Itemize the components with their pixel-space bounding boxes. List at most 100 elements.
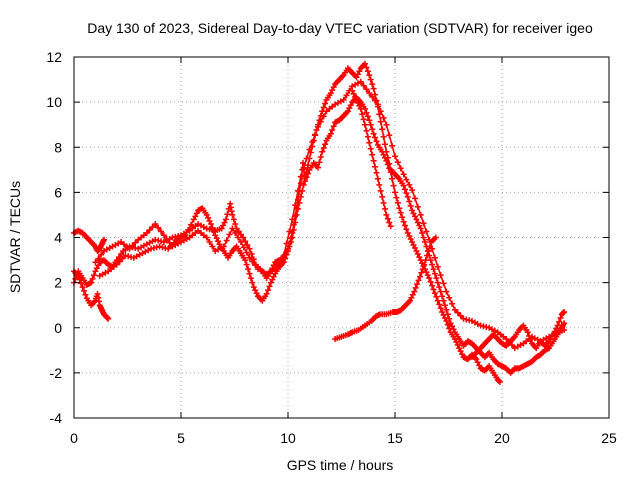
data-point bbox=[377, 118, 384, 125]
data-point bbox=[380, 199, 387, 206]
data-point bbox=[400, 182, 407, 189]
data-point bbox=[343, 92, 350, 99]
data-point bbox=[373, 169, 380, 176]
data-point bbox=[437, 288, 444, 295]
data-point bbox=[162, 245, 169, 251]
data-point bbox=[367, 145, 374, 152]
data-point bbox=[92, 259, 99, 266]
data-point bbox=[248, 251, 255, 257]
data-point bbox=[414, 203, 421, 210]
data-point bbox=[360, 82, 367, 89]
data-point bbox=[280, 252, 287, 259]
data-point bbox=[363, 127, 370, 134]
data-point bbox=[244, 242, 251, 248]
data-point bbox=[449, 323, 456, 330]
y-axis-label: SDTVAR / TECUs bbox=[7, 181, 23, 293]
data-point bbox=[249, 279, 256, 286]
data-point bbox=[369, 126, 376, 133]
data-point bbox=[315, 164, 321, 171]
data-point bbox=[282, 255, 289, 262]
data-point bbox=[383, 148, 390, 155]
data-point bbox=[417, 225, 424, 232]
plot-area bbox=[71, 60, 568, 385]
data-point bbox=[246, 245, 253, 252]
data-point bbox=[305, 162, 311, 169]
y-tick-label: 8 bbox=[54, 139, 62, 155]
data-point bbox=[393, 194, 400, 201]
data-point bbox=[454, 309, 461, 316]
data-point bbox=[390, 182, 397, 189]
data-point bbox=[220, 243, 227, 250]
data-point bbox=[366, 139, 373, 146]
data-series bbox=[469, 309, 568, 361]
data-point bbox=[143, 230, 150, 236]
data-point bbox=[289, 234, 296, 241]
data-point bbox=[327, 130, 334, 137]
data-point bbox=[153, 244, 160, 251]
data-point bbox=[295, 205, 301, 212]
data-point bbox=[424, 252, 431, 259]
data-point bbox=[367, 76, 374, 83]
data-point bbox=[437, 272, 444, 279]
data-point bbox=[422, 239, 428, 245]
data-point bbox=[79, 284, 86, 291]
data-point bbox=[561, 320, 568, 327]
data-series bbox=[71, 94, 503, 385]
data-point bbox=[94, 290, 101, 297]
data-point bbox=[300, 164, 307, 171]
data-point bbox=[88, 279, 95, 286]
data-point bbox=[427, 278, 434, 285]
data-point bbox=[449, 300, 456, 307]
data-point bbox=[98, 251, 105, 258]
data-point bbox=[394, 199, 401, 206]
data-point bbox=[363, 86, 370, 93]
data-point bbox=[402, 186, 408, 193]
data-point bbox=[205, 214, 212, 221]
data-point bbox=[446, 315, 453, 322]
data-point bbox=[454, 342, 461, 348]
data-point bbox=[240, 244, 247, 251]
data-point bbox=[451, 306, 458, 313]
data-point bbox=[526, 333, 533, 339]
data-series bbox=[71, 268, 112, 322]
data-point bbox=[286, 228, 293, 235]
data-point bbox=[364, 133, 371, 140]
data-point bbox=[415, 277, 422, 284]
data-point bbox=[306, 146, 313, 153]
data-point bbox=[263, 290, 270, 297]
data-point bbox=[252, 262, 259, 269]
data-series bbox=[96, 60, 568, 376]
data-point bbox=[119, 255, 126, 262]
data-point bbox=[360, 116, 367, 123]
data-point bbox=[380, 114, 387, 121]
data-point bbox=[82, 291, 89, 298]
data-point bbox=[300, 181, 307, 188]
data-point bbox=[387, 223, 394, 230]
y-tick-label: 10 bbox=[46, 94, 62, 110]
data-point bbox=[232, 221, 239, 227]
data-point bbox=[386, 160, 393, 167]
data-point bbox=[403, 190, 410, 197]
data-point bbox=[222, 216, 229, 223]
data-point bbox=[320, 113, 327, 120]
data-point bbox=[210, 228, 217, 235]
data-point bbox=[446, 294, 453, 301]
y-tick-label: 0 bbox=[54, 320, 62, 336]
series-line bbox=[99, 63, 565, 374]
data-point bbox=[434, 297, 441, 304]
x-tick-label: 15 bbox=[387, 430, 403, 446]
data-point bbox=[443, 306, 450, 313]
data-point bbox=[411, 288, 418, 295]
data-point bbox=[561, 327, 568, 333]
data-point bbox=[315, 123, 321, 130]
data-point bbox=[316, 159, 323, 166]
data-point bbox=[229, 211, 236, 218]
data-point bbox=[434, 279, 441, 286]
data-point bbox=[460, 315, 467, 322]
data-point bbox=[412, 195, 418, 202]
data-point bbox=[431, 290, 438, 297]
data-point bbox=[287, 239, 294, 245]
y-tick-label: 12 bbox=[46, 49, 62, 65]
data-point bbox=[397, 165, 404, 172]
data-point bbox=[503, 336, 510, 342]
